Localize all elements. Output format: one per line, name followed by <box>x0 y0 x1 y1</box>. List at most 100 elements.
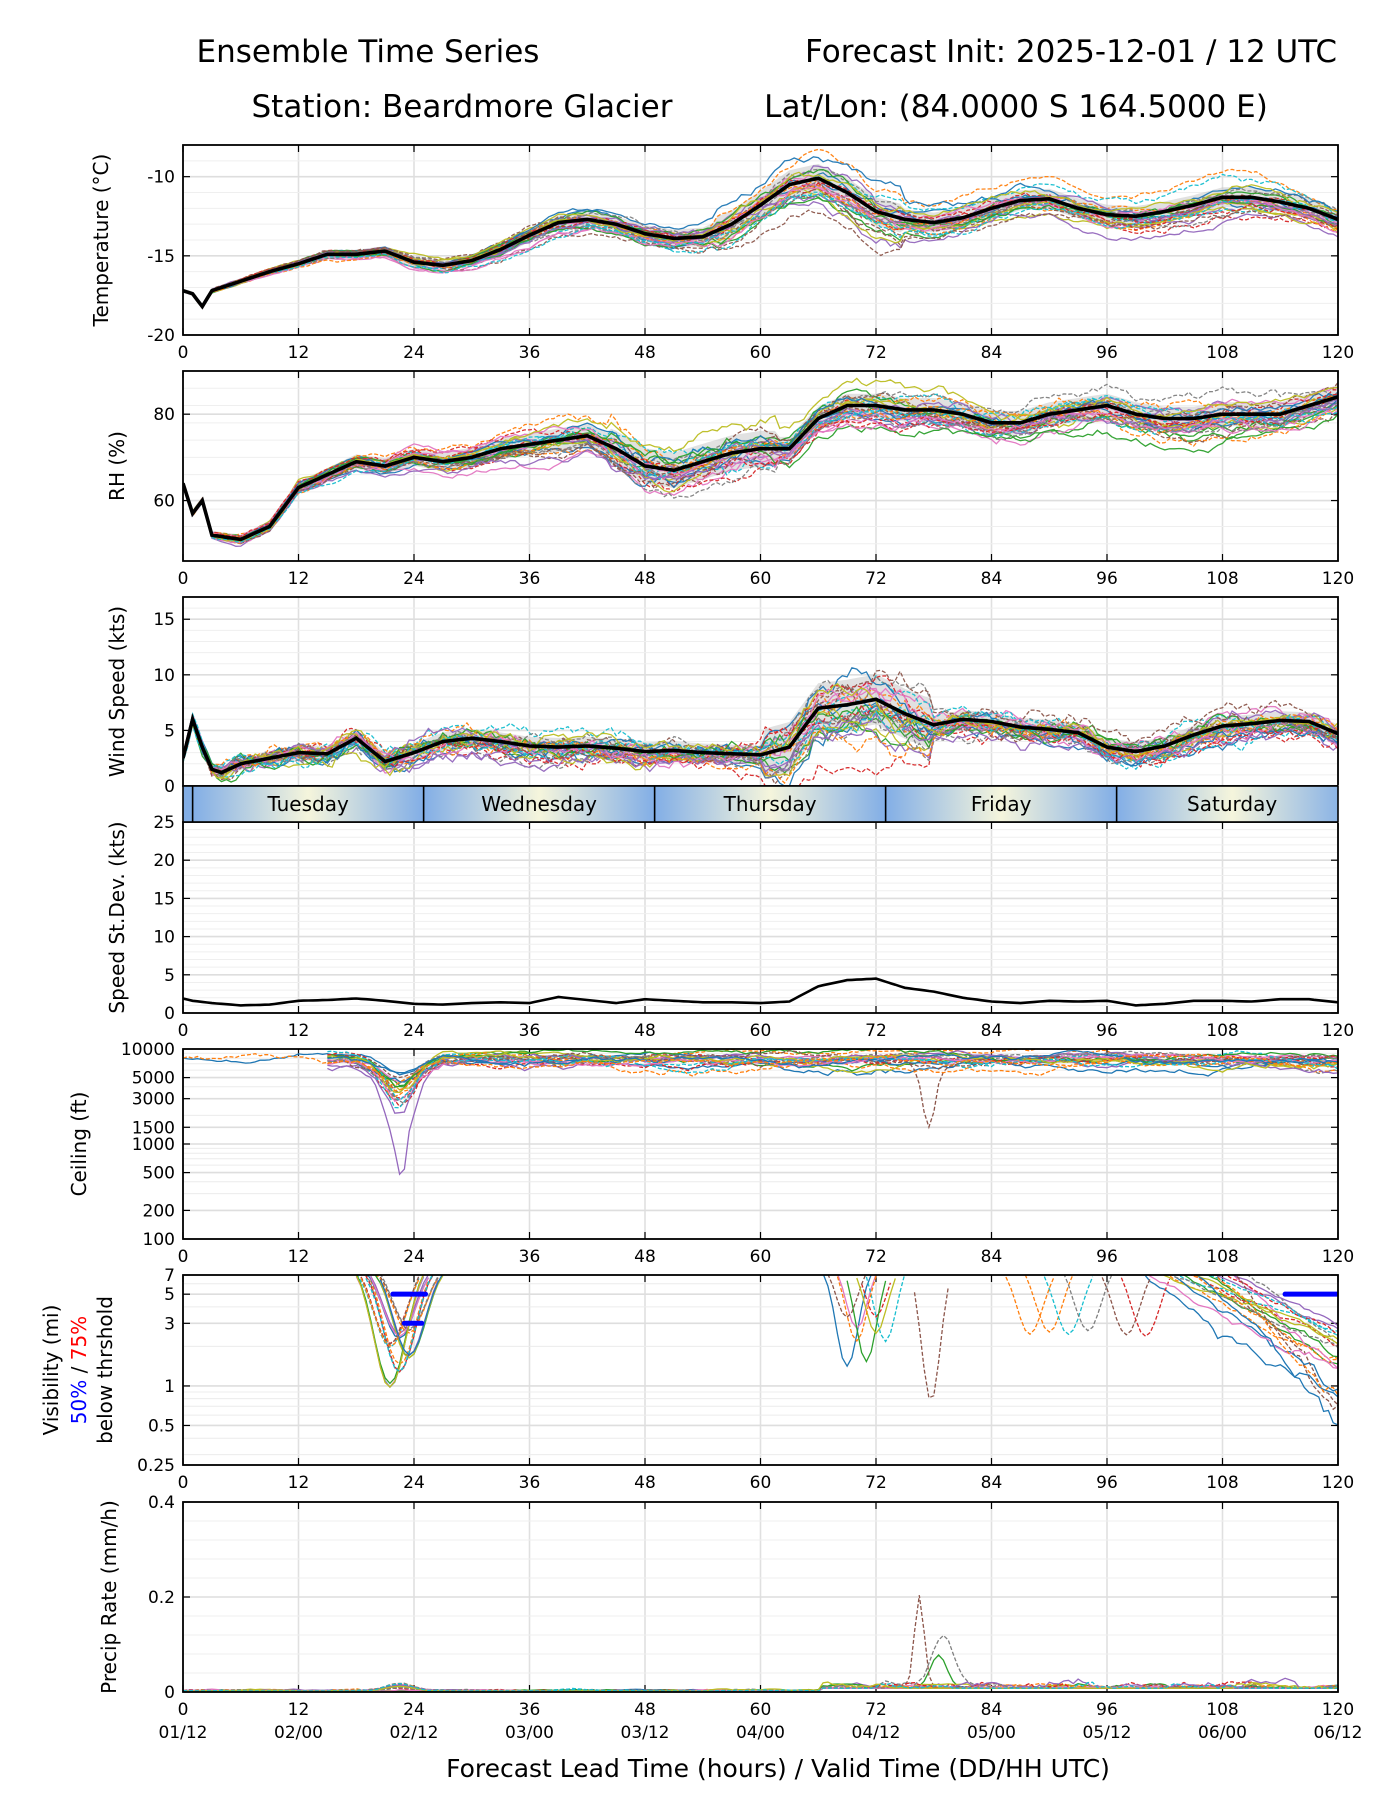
x-tick-label: 0 <box>178 343 189 363</box>
day-cell <box>423 786 655 822</box>
ylabel-75-percent: 75% <box>67 1316 91 1360</box>
x-tick-label: 108 <box>1206 569 1238 589</box>
panel-temperature: -20 -15 -10 0 12 24 36 48 60 72 84 96 108 120 Temperat… <box>89 144 1354 363</box>
x-tick-label: 96 <box>1096 1700 1118 1720</box>
x-tick-label: 48 <box>634 1700 656 1720</box>
panels: -20-15-100 12 24 36 48 60 72 84 96 108 120Temperat… <box>39 144 1363 1743</box>
x-tick-label: 72 <box>865 1021 887 1041</box>
x-tick-label: 36 <box>519 569 541 589</box>
station-title: Station: Beardmore Glacier <box>252 89 673 125</box>
x-tick-label: 108 <box>1206 343 1238 363</box>
valid-time-label: 04/00 <box>736 1723 785 1743</box>
ylabel-below-threshold: below thrshold <box>93 1296 117 1444</box>
x-tick-label: 96 <box>1096 1021 1118 1041</box>
x-tick-label: 84 <box>981 569 1003 589</box>
x-tick-label: 0 <box>178 1473 189 1493</box>
y-axis: 60 80 <box>153 405 1338 512</box>
x-tick-label: 24 <box>403 1021 425 1041</box>
x-tick-label: 108 <box>1206 1021 1238 1041</box>
panel-border <box>182 1048 1339 1240</box>
ensemble-member-line <box>360 1275 1338 1396</box>
ensemble-member-line <box>183 182 1338 309</box>
x-tick-label: 12 <box>288 1021 310 1041</box>
day-label: Thursday <box>723 792 817 816</box>
ensemble-member-line <box>327 1053 1338 1093</box>
valid-time-label: 03/12 <box>621 1723 670 1743</box>
x-tick-label: 36 <box>519 1700 541 1720</box>
y-axis: -20 -15 -10 <box>147 168 1338 346</box>
x-tick-label: 24 <box>403 1700 425 1720</box>
x-tick-label: 72 <box>865 1247 887 1267</box>
panel-rh: 60 80 0 12 24 36 48 60 72 84 96 108 120 RH (%) <box>105 370 1354 589</box>
x-tick-label: 12 <box>288 1473 310 1493</box>
x-tick-label: 0 <box>178 1021 189 1041</box>
day-cell <box>1116 786 1348 822</box>
title-right: Forecast Init: 2025-12-01 / 12 UTC <box>805 34 1337 70</box>
x-axis: 0 01/12 12 02/00 24 02/12 36 03/00 48 03/12 60 04/0… <box>159 1502 1363 1743</box>
x-tick-label: 60 <box>750 569 772 589</box>
ylabel-wind_speed: Wind Speed (kts) <box>105 606 129 777</box>
x-tick-label: 72 <box>865 1700 887 1720</box>
y-tick-label: 0.5 <box>148 1416 175 1436</box>
ensemble-member-line <box>183 393 1338 537</box>
x-tick-label: 60 <box>750 1700 772 1720</box>
y-axis: 0.25 0.5 1 3 57 <box>137 1266 1338 1476</box>
day-cell <box>654 786 886 822</box>
y-tick-label: 0.25 <box>137 1456 175 1476</box>
x-tick-label: 24 <box>403 1247 425 1267</box>
panel-precip: 0 0.2 0.4 0 01/12 12 02/00 24 02/12 36 03/00 48 03/1… <box>97 1493 1363 1743</box>
ylabel-threshold-percent: 50% / 75% <box>67 1316 91 1424</box>
x-tick-label: 84 <box>981 343 1003 363</box>
y-tick-label: 0.2 <box>148 1588 175 1608</box>
ensemble-member-line <box>183 408 1338 541</box>
gridlines <box>182 1048 1339 1240</box>
ylabel-rh: RH (%) <box>105 431 129 501</box>
y-tick-label: -15 <box>147 247 175 267</box>
y-tick-label: 80 <box>153 405 175 425</box>
x-tick-label: 108 <box>1206 1473 1238 1493</box>
day-label: Wednesday <box>481 792 597 816</box>
ensemble-member-line <box>183 675 1338 779</box>
x-tick-label: 60 <box>750 1473 772 1493</box>
x-tick-label: 120 <box>1322 1700 1354 1720</box>
valid-time-label: 05/00 <box>967 1723 1016 1743</box>
latlon-title: Lat/Lon: (84.0000 S 164.5000 E) <box>764 89 1268 125</box>
ensemble-member-line <box>327 1053 1338 1092</box>
panel-wind_speed: 0 5 10 15 Wind Speed (kts) <box>105 596 1339 797</box>
ensemble-member-line <box>183 148 1338 309</box>
y-tick-label: 5000 <box>132 1069 175 1089</box>
day-label: Saturday <box>1187 792 1277 816</box>
x-tick-label: 96 <box>1096 343 1118 363</box>
x-tick-label: 36 <box>519 343 541 363</box>
ensemble-mean-line <box>183 697 1338 775</box>
stdev-line <box>183 977 1338 1007</box>
ensemble-member-line <box>380 1275 1338 1349</box>
ylabel-ceiling: Ceiling (ft) <box>67 1092 91 1197</box>
ensemble-member-line <box>327 1050 1338 1105</box>
y-tick-label: 0 <box>164 777 175 797</box>
ensemble-mean-line <box>183 395 1338 542</box>
x-axis: 0 12 24 36 48 60 72 84 96 108 120 <box>178 822 1354 1041</box>
y-tick-label: 1500 <box>132 1118 175 1138</box>
plot-area-temperature <box>183 148 1338 310</box>
title-left: Ensemble Time Series <box>197 34 540 70</box>
x-tick-label: 96 <box>1096 1247 1118 1267</box>
ensemble-member-line <box>365 1275 1338 1373</box>
y-tick-label: 60 <box>153 492 175 512</box>
plot-area-precip <box>183 1595 1338 1692</box>
x-tick-label: 12 <box>288 569 310 589</box>
ensemble-member-line <box>327 1050 1338 1109</box>
ensemble-member-line <box>183 713 1338 785</box>
y-tick-label: 5 <box>164 966 175 986</box>
valid-time-label: 02/12 <box>390 1723 439 1743</box>
y-tick-label: 0 <box>164 1004 175 1024</box>
ensemble-member-line <box>370 1275 1338 1370</box>
y-tick-label: 3 <box>164 1314 175 1334</box>
x-axis-label: Forecast Lead Time (hours) / Valid Time … <box>446 1754 1110 1783</box>
panel-border <box>182 370 1339 562</box>
plot-area-visibility <box>355 1275 1338 1426</box>
ensemble-member-line <box>183 401 1338 543</box>
plot-area-speed_stdev <box>183 977 1338 1007</box>
